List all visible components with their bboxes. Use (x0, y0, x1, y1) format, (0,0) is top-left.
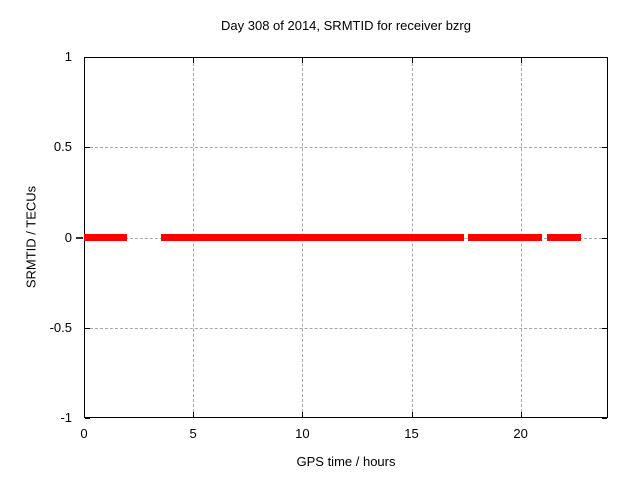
y-tick-right (602, 327, 607, 329)
y-tick-right (602, 237, 607, 239)
y-tick-left (85, 57, 90, 58)
x-tick-bottom (520, 412, 522, 417)
y-tick-left (85, 418, 90, 419)
x-axis-label: GPS time / hours (296, 454, 396, 469)
y-gridline (85, 327, 607, 329)
data-series-segment (547, 233, 582, 241)
y-tick-right (602, 418, 607, 419)
y-tick-left (85, 327, 90, 329)
data-series-segment (84, 233, 127, 241)
y-gridline (85, 147, 607, 149)
data-series-segment (160, 233, 465, 241)
data-series-segment (468, 233, 543, 241)
y-tick-label: 1 (64, 49, 72, 64)
x-tick-label: 5 (189, 426, 197, 441)
y-tick-label: -0.5 (49, 319, 72, 335)
y-tick-label: -1 (60, 410, 72, 425)
y-tick-label: 0.5 (53, 139, 72, 155)
y-tick-label: 0 (64, 229, 72, 245)
y-zero-outward-tick (76, 236, 83, 239)
x-tick-label: 0 (80, 426, 88, 441)
x-tick-top (84, 58, 85, 63)
x-tick-bottom (302, 412, 304, 417)
x-tick-bottom (84, 412, 85, 417)
chart-title: Day 308 of 2014, SRMTID for receiver bzr… (221, 18, 471, 33)
x-tick-label: 15 (404, 426, 419, 441)
x-tick-label: 20 (513, 426, 528, 441)
x-tick-top (411, 58, 413, 63)
x-tick-label: 10 (295, 426, 310, 441)
y-tick-right (602, 147, 607, 149)
x-tick-bottom (193, 412, 195, 417)
y-tick-right (602, 57, 607, 58)
x-tick-top (193, 58, 195, 63)
y-tick-left (85, 147, 90, 149)
x-tick-top (302, 58, 304, 63)
x-tick-bottom (411, 412, 413, 417)
x-tick-top (520, 58, 522, 63)
